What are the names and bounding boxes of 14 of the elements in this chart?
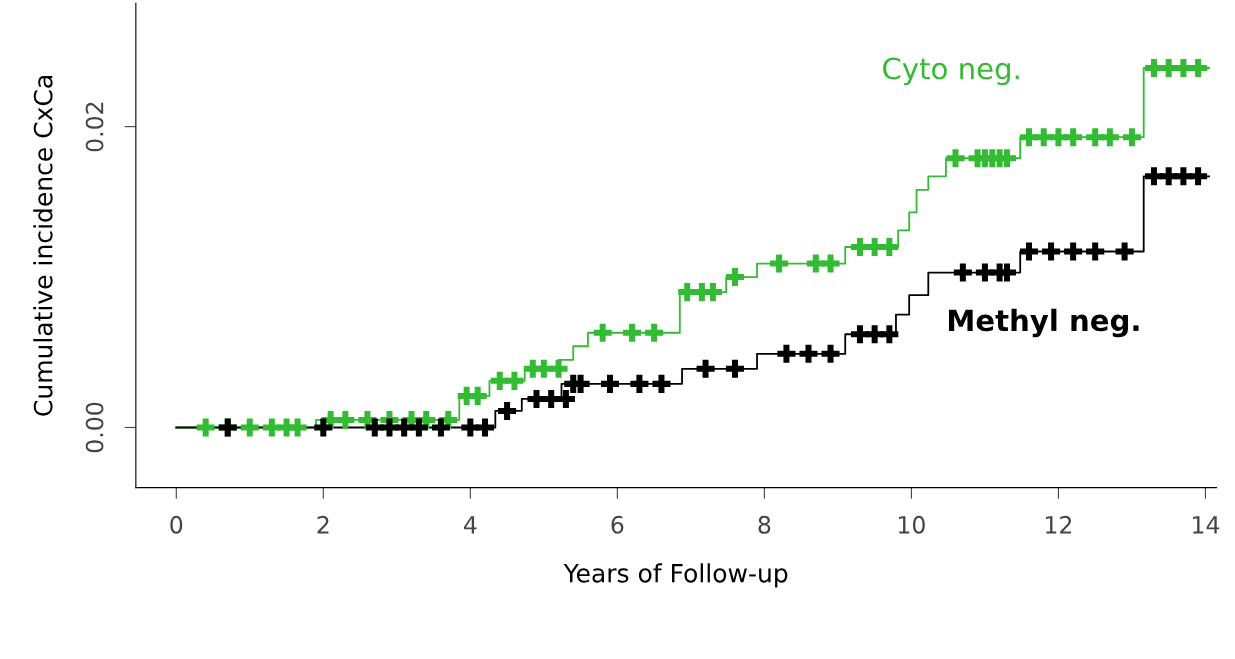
x-tick-label: 4 [463, 516, 477, 534]
x-tick-label: 12 [1046, 515, 1072, 534]
x-axis-title: Years of Follow-up [563, 563, 788, 588]
x-tick-label: 14 [1193, 516, 1220, 534]
y-tick-label: 0.02 [85, 102, 104, 152]
x-tick-label: 2 [317, 515, 329, 534]
series-label: Cyto neg. [883, 57, 1019, 86]
x-tick-label: 0 [170, 515, 183, 534]
x-tick-label: 6 [611, 515, 624, 534]
x-tick-label: 10 [898, 515, 925, 534]
y-tick-label: 0.00 [85, 402, 104, 453]
series-label: Methyl neg. [949, 308, 1139, 338]
y-axis-title: Cumulative incidence CxCa [33, 76, 53, 416]
x-tick-label: 8 [758, 515, 771, 534]
